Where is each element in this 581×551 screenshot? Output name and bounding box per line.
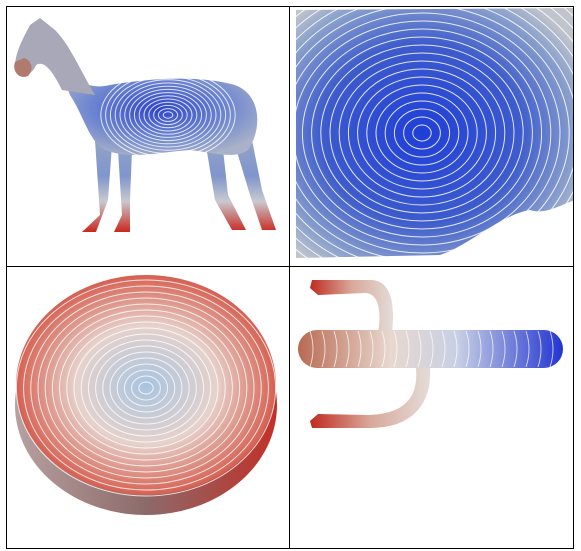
contour — [109, 76, 227, 154]
contour — [133, 92, 203, 138]
contour-lines — [100, 69, 236, 161]
contour — [119, 82, 217, 148]
horse-muzzle — [14, 58, 32, 77]
contour — [153, 104, 183, 126]
contour — [301, 28, 543, 238]
contour — [338, 60, 506, 206]
contour — [403, 116, 441, 150]
contour — [393, 330, 398, 368]
contour — [30, 291, 262, 485]
contour — [513, 330, 518, 368]
contour — [129, 88, 207, 142]
disk-top — [16, 275, 276, 495]
contour — [320, 44, 524, 222]
contour — [381, 330, 386, 368]
contour — [143, 98, 193, 132]
contour — [102, 351, 190, 425]
contour — [321, 330, 326, 368]
contour — [289, 6, 570, 262]
contour — [465, 330, 470, 368]
contour — [100, 69, 236, 161]
contour — [549, 330, 554, 368]
contour — [138, 381, 154, 395]
contour — [357, 330, 362, 368]
contour — [51, 309, 241, 467]
contour — [489, 330, 494, 368]
contour — [369, 330, 374, 368]
horse-neck-head — [14, 18, 96, 95]
contour-lines — [289, 6, 573, 266]
contour — [393, 108, 451, 158]
contour — [138, 95, 198, 135]
contour — [162, 111, 174, 119]
cactus-trunk — [298, 330, 563, 368]
cactus-panel — [298, 280, 563, 428]
contour — [345, 330, 350, 368]
contour — [292, 20, 552, 246]
contour — [384, 100, 460, 166]
contour — [477, 330, 482, 368]
contour — [525, 330, 530, 368]
contour-lines — [309, 330, 554, 368]
contour — [131, 375, 161, 401]
contour — [87, 339, 205, 437]
contour — [123, 369, 169, 407]
contour — [23, 285, 269, 491]
contour — [429, 330, 434, 368]
grid-frame — [6, 6, 574, 549]
contour — [405, 330, 410, 368]
contour-lines — [15, 279, 277, 497]
contour — [417, 330, 422, 368]
contour — [333, 330, 338, 368]
contour — [124, 85, 212, 145]
contour — [105, 72, 231, 158]
contour — [357, 76, 487, 190]
contour — [109, 357, 183, 419]
contour — [157, 108, 179, 122]
contour — [148, 101, 188, 129]
contour — [309, 330, 314, 368]
contour — [375, 92, 469, 174]
contour — [501, 330, 506, 368]
cactus-lower-arm — [310, 368, 431, 428]
contour — [80, 333, 212, 443]
disk-panel — [15, 275, 277, 515]
cactus-upper-arm — [310, 280, 393, 333]
contour — [114, 79, 222, 151]
contour — [329, 52, 515, 214]
contour — [73, 327, 219, 449]
horse-panel — [14, 18, 276, 232]
contour — [15, 279, 277, 497]
contour — [347, 68, 497, 198]
contour — [366, 84, 478, 182]
contour — [311, 36, 533, 230]
contour — [95, 345, 197, 431]
horse-legs — [82, 130, 276, 232]
contour — [453, 330, 458, 368]
contour — [66, 321, 226, 455]
contour — [44, 303, 248, 473]
contour — [289, 12, 561, 254]
contour — [37, 297, 255, 479]
contour — [537, 330, 542, 368]
contour — [59, 315, 233, 461]
contour — [441, 330, 446, 368]
closeup-panel — [289, 6, 573, 266]
contour — [116, 363, 176, 413]
contour — [412, 124, 432, 142]
